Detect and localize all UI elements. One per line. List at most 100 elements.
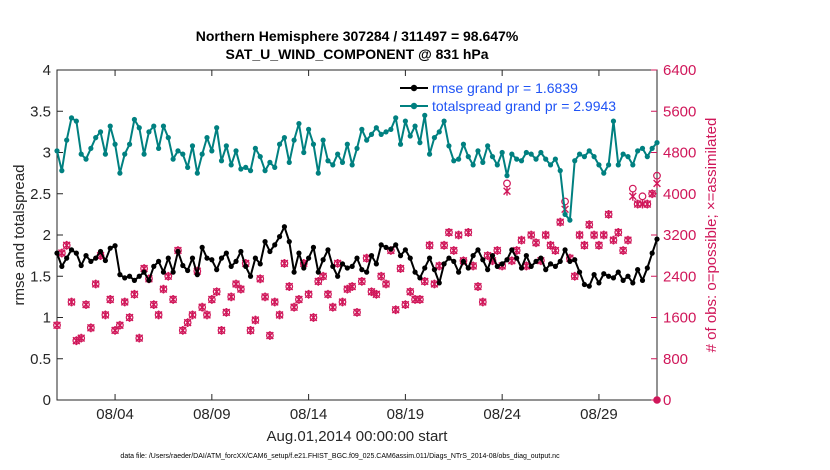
totalspread-point bbox=[533, 156, 539, 162]
obs-assimilated-point bbox=[86, 323, 95, 333]
totalspread-point bbox=[286, 159, 292, 165]
totalspread-point bbox=[204, 135, 210, 141]
rmse-point bbox=[412, 269, 418, 275]
obs-possible-point bbox=[638, 192, 647, 201]
totalspread-point bbox=[431, 135, 438, 141]
plot-area bbox=[56, 69, 658, 401]
rmse-point bbox=[209, 257, 215, 263]
obs-assimilated-point bbox=[149, 300, 158, 310]
x-tick-label: 08/29 bbox=[580, 406, 618, 423]
totalspread-point bbox=[393, 115, 399, 121]
rmse-point bbox=[247, 273, 254, 279]
rmse-point bbox=[451, 258, 457, 264]
data-file-footer: data file: /Users/raeder/DAI/ATM_forcXX/… bbox=[120, 453, 560, 460]
rmse-point bbox=[349, 263, 355, 269]
totalspread-point bbox=[209, 148, 215, 154]
rmse-point bbox=[315, 269, 321, 275]
rmse-point bbox=[107, 245, 113, 251]
obs-assimilated-point bbox=[575, 230, 584, 240]
rmse-point bbox=[218, 255, 225, 261]
totalspread-point bbox=[615, 162, 621, 168]
rmse-point bbox=[306, 255, 312, 261]
obs-assimilated-point bbox=[599, 230, 608, 240]
rmse-point bbox=[509, 247, 515, 253]
totalspread-point bbox=[126, 141, 133, 147]
rmse-point bbox=[68, 247, 75, 253]
rmse-point bbox=[272, 242, 278, 248]
obs-assimilated-point bbox=[541, 230, 550, 240]
rmse-point bbox=[417, 275, 423, 281]
obs-assimilated-point bbox=[295, 295, 303, 304]
totalspread-point bbox=[552, 156, 558, 162]
obs-assimilated-point bbox=[532, 238, 540, 248]
rmse-point bbox=[97, 248, 104, 255]
rmse-point bbox=[581, 281, 588, 288]
rmse-point bbox=[610, 275, 617, 281]
rmse-point bbox=[576, 269, 583, 275]
totalspread-point bbox=[446, 143, 452, 149]
rmse-point bbox=[117, 272, 123, 278]
rmse-point bbox=[475, 247, 481, 253]
obs-assimilated-point bbox=[474, 282, 482, 291]
totalspread-point bbox=[238, 166, 244, 172]
obs-assimilated-point bbox=[416, 295, 424, 304]
rmse-point bbox=[88, 258, 94, 264]
obs-assimilated-point bbox=[503, 186, 511, 196]
totalspread-point bbox=[78, 151, 84, 157]
rmse-point bbox=[596, 280, 602, 286]
rmse-point bbox=[470, 253, 476, 259]
rmse-point bbox=[354, 255, 360, 261]
rmse-point bbox=[460, 258, 467, 264]
totalspread-point bbox=[514, 156, 520, 162]
obs-assimilated-point bbox=[67, 297, 76, 307]
obs-assimilated-point bbox=[445, 228, 453, 237]
totalspread-point bbox=[223, 143, 229, 149]
obs-assimilated-point bbox=[595, 240, 603, 250]
rmse-point bbox=[126, 273, 133, 279]
obs-assimilated-point bbox=[551, 246, 560, 255]
totalspread-point bbox=[601, 170, 607, 176]
totalspread-point bbox=[325, 158, 331, 164]
rmse-point bbox=[180, 262, 186, 269]
rmse-point bbox=[402, 247, 408, 253]
rmse-point bbox=[654, 236, 660, 242]
totalspread-point bbox=[301, 149, 307, 156]
totalspread-point bbox=[315, 170, 321, 176]
totalspread-point bbox=[73, 118, 79, 124]
obs-possible-point bbox=[503, 179, 511, 188]
totalspread-point bbox=[485, 143, 491, 149]
totalspread-point bbox=[354, 145, 360, 151]
obs-assimilated-point bbox=[135, 333, 144, 343]
totalspread-point bbox=[504, 173, 510, 179]
obs-assimilated-point bbox=[159, 284, 168, 294]
rmse-point bbox=[601, 271, 607, 277]
totalspread-point bbox=[402, 118, 408, 124]
totalspread-point bbox=[165, 135, 171, 141]
obs-assimilated-point bbox=[101, 310, 110, 320]
y-axis-left: 0 0.5 1 1.5 2 2.5 3 3.5 4 bbox=[30, 62, 63, 409]
x-tick-label: 08/19 bbox=[387, 406, 425, 423]
obs-assimilated-point bbox=[106, 295, 115, 304]
y-left-tick-label: 3.5 bbox=[30, 103, 51, 120]
obs-possible-point bbox=[561, 197, 569, 206]
totalspread-point bbox=[538, 149, 544, 156]
rmse-point bbox=[262, 239, 268, 245]
rmse-point bbox=[528, 263, 534, 269]
rmse-point bbox=[431, 267, 438, 273]
totalspread-point bbox=[272, 164, 278, 170]
obs-assimilated-point bbox=[507, 256, 516, 266]
rmse-point bbox=[320, 257, 326, 263]
totalspread-point bbox=[252, 145, 258, 151]
rmse-point bbox=[499, 261, 505, 267]
obs-assimilated-point bbox=[401, 300, 410, 310]
totalspread-point bbox=[306, 126, 312, 132]
totalspread-point bbox=[180, 151, 186, 157]
y-axis-right: 0 800 1600 2400 3200 4000 4800 5600 6400 bbox=[651, 62, 696, 409]
y-right-tick-label: 2400 bbox=[663, 268, 696, 285]
obs-assimilated-point bbox=[628, 191, 637, 201]
totalspread-point bbox=[349, 162, 355, 168]
y-right-tick-label: 800 bbox=[663, 351, 688, 368]
totalspread-point bbox=[247, 168, 254, 174]
totalspread-point bbox=[262, 168, 268, 174]
rmse-point bbox=[156, 258, 162, 264]
